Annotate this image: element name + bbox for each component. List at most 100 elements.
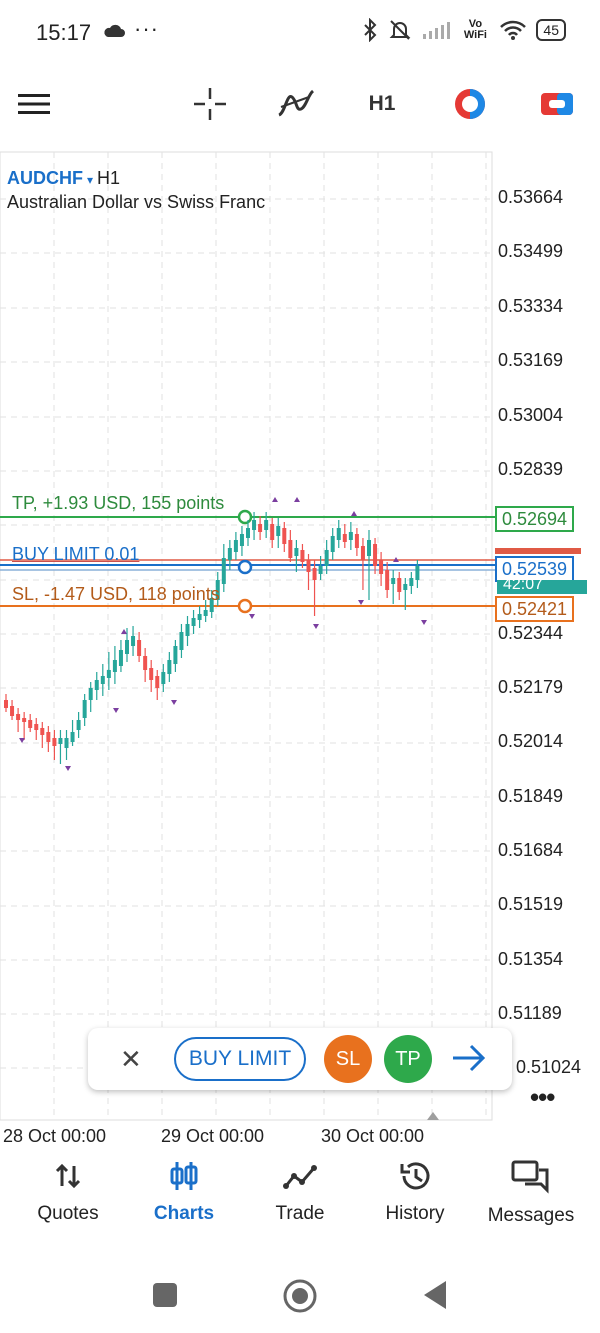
back-button[interactable] <box>422 1280 448 1310</box>
sl-drag-handle <box>237 598 253 614</box>
time-label: 30 Oct 00:00 <box>321 1126 425 1146</box>
trade-icon <box>283 1165 317 1189</box>
nav-history[interactable]: History <box>360 1160 470 1225</box>
nav-trade[interactable]: Trade <box>245 1160 355 1225</box>
wifi-icon <box>500 20 527 40</box>
nav-label: Messages <box>487 1205 575 1226</box>
candle-body <box>348 532 353 540</box>
fractal-down-marker <box>313 624 319 629</box>
candle-body <box>336 528 341 540</box>
price-label: 0.53004 <box>498 405 564 425</box>
sl-line-label[interactable]: SL, -1.47 USD, 118 points <box>12 584 220 604</box>
fractal-down-marker <box>249 614 255 619</box>
mute-bell-icon <box>390 20 411 40</box>
candle-body <box>318 566 323 574</box>
timeframe-button[interactable]: H1 <box>368 92 396 115</box>
symbol-selector[interactable]: AUDCHF ▾ H1 <box>7 168 120 189</box>
candle-body <box>264 520 269 530</box>
candle-body <box>342 534 347 542</box>
close-button[interactable]: ✕ <box>120 1044 142 1074</box>
take-profit-button[interactable]: TP <box>384 1035 432 1083</box>
signal-icon <box>423 22 451 39</box>
fractal-up-marker <box>294 497 300 502</box>
candle-body <box>106 670 111 678</box>
buy-limit-drag-handle <box>237 559 253 575</box>
crosshair-icon[interactable] <box>190 84 230 124</box>
candle-body <box>215 580 220 600</box>
candle-body <box>288 540 293 558</box>
home-button[interactable] <box>282 1278 318 1314</box>
candle-body <box>185 624 190 636</box>
recent-apps-button[interactable] <box>152 1282 178 1308</box>
candle-body <box>409 578 414 586</box>
candle-body <box>4 700 8 708</box>
price-label: 0.53169 <box>498 350 564 370</box>
price-label: 0.51519 <box>498 894 564 914</box>
fractal-up-marker <box>351 511 357 516</box>
fractal-down-marker <box>421 620 427 625</box>
nav-charts[interactable]: Charts <box>129 1160 239 1225</box>
stop-loss-button[interactable]: SL <box>324 1035 372 1083</box>
buy-limit-line-label[interactable]: BUY LIMIT 0.01 <box>12 544 140 564</box>
candle-body <box>125 640 129 654</box>
nav-messages[interactable]: Messages <box>476 1160 586 1227</box>
candle-body <box>252 520 257 530</box>
candle-timer: 42:07 <box>497 580 587 594</box>
candle-body <box>191 618 196 626</box>
status-bar: 15:17 ··· Vo WiFi 45 <box>0 0 600 64</box>
nav-label: History <box>385 1203 445 1224</box>
fractal-down-marker <box>171 700 177 705</box>
price-label: 0.52344 <box>498 623 564 643</box>
battery-indicator: 45 <box>536 19 566 41</box>
nav-label: Trade <box>275 1203 325 1224</box>
tp-price-tag: 0.52694 <box>495 506 575 532</box>
objects-icon[interactable] <box>537 84 577 124</box>
price-chart[interactable] <box>0 150 600 1155</box>
price-label: 0.52179 <box>498 677 564 697</box>
candle-body <box>155 676 160 688</box>
order-toolbar: ✕ BUY LIMIT SL TP <box>88 1028 512 1090</box>
candle-body <box>233 540 238 552</box>
candle-body <box>167 660 172 674</box>
candle-body <box>227 548 232 560</box>
fractal-down-marker <box>65 766 71 771</box>
fractal-down-marker <box>113 708 119 713</box>
candle-body <box>270 524 275 540</box>
candle-body <box>52 738 57 746</box>
price-label: 0.51354 <box>498 949 564 969</box>
system-navigation <box>0 1262 600 1333</box>
chart-color-icon[interactable] <box>450 84 490 124</box>
candle-body <box>88 688 93 700</box>
price-label: 0.51024 <box>516 1057 582 1077</box>
fractal-up-marker <box>393 557 399 562</box>
notification-dots: ··· <box>134 16 159 41</box>
indicators-icon[interactable] <box>276 84 316 124</box>
candle-body <box>82 700 87 718</box>
candle-body <box>58 738 63 744</box>
buy-limit-button[interactable]: BUY LIMIT <box>174 1037 306 1081</box>
nav-quotes[interactable]: Quotes <box>13 1160 123 1225</box>
candle-body <box>282 528 287 544</box>
more-button[interactable]: ••• <box>530 1082 555 1112</box>
candle-body <box>397 578 402 592</box>
candle-body <box>137 640 142 656</box>
time-label: 28 Oct 00:00 <box>3 1126 107 1146</box>
price-label: 0.51189 <box>498 1003 562 1023</box>
fractal-down-marker <box>19 738 25 743</box>
candle-body <box>373 544 378 566</box>
messages-icon <box>511 1160 549 1194</box>
candle-body <box>143 656 148 670</box>
candle-body <box>354 534 359 548</box>
status-time: 15:17 <box>36 20 92 45</box>
fractal-up-marker <box>121 629 127 634</box>
price-label: 0.51684 <box>498 840 564 860</box>
candle-body <box>312 568 317 580</box>
candle-body <box>294 548 299 556</box>
cloud-icon <box>104 24 125 37</box>
chart-toolbar: H1 <box>0 70 600 140</box>
menu-icon[interactable] <box>16 84 52 124</box>
arrow-right-icon[interactable] <box>450 1040 488 1076</box>
tp-line-label[interactable]: TP, +1.93 USD, 155 points <box>12 493 225 513</box>
price-label: 0.52839 <box>498 459 564 479</box>
history-icon <box>400 1162 430 1190</box>
